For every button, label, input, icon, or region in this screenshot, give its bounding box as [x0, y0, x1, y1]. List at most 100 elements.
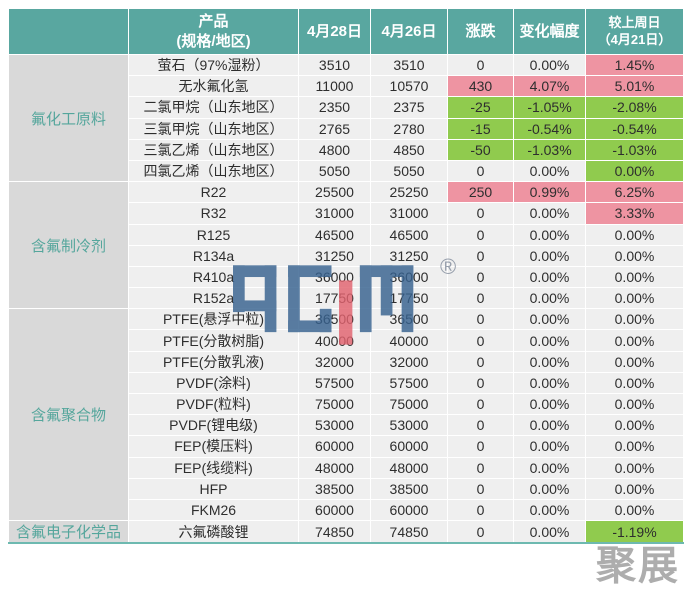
- change-pct-cell: -0.54%: [513, 117, 586, 140]
- price-apr28-cell: 17750: [298, 287, 371, 310]
- vs-last-sunday-cell: 0.00%: [585, 350, 684, 373]
- product-cell: PTFE(悬浮中粒): [128, 308, 299, 331]
- category-cell: 含氟聚合物: [8, 308, 129, 522]
- price-apr26-cell: 74850: [370, 520, 448, 545]
- vs-last-sunday-cell: 0.00%: [585, 287, 684, 310]
- price-apr28-cell: 40000: [298, 329, 371, 352]
- change-pct-cell: 0.00%: [513, 520, 586, 545]
- vs-last-sunday-cell: 0.00%: [585, 244, 684, 267]
- vs-last-sunday-cell: 0.00%: [585, 477, 684, 500]
- product-cell: R125: [128, 223, 299, 246]
- table-row: 含氟聚合物 PTFE(悬浮中粒) 36500 36500 0 0.00% 0.00%: [8, 308, 684, 522]
- change-pct-cell: 0.00%: [513, 308, 586, 331]
- vs-last-sunday-cell: 0.00%: [585, 414, 684, 437]
- change-pct-cell: 0.00%: [513, 53, 586, 77]
- table-row: 含氟电子化学品 六氟磷酸锂 74850 74850 0 0.00% -1.19%: [8, 520, 684, 545]
- table-row: PVDF(锂电级) 53000 53000 0 0.00% 0.00%: [9, 414, 684, 437]
- product-cell: R22: [128, 181, 299, 204]
- vs-last-sunday-cell: -1.03%: [585, 138, 684, 161]
- change-cell: 0: [447, 287, 514, 310]
- change-cell: 0: [447, 456, 514, 479]
- change-pct-cell: 0.00%: [513, 159, 586, 183]
- col-header-product: 产品 (规格/地区): [128, 8, 299, 55]
- product-cell: 萤石（97%湿粉）: [128, 53, 299, 77]
- change-cell: 0: [447, 223, 514, 246]
- product-cell: PTFE(分散乳液): [128, 350, 299, 373]
- table-row: PTFE(分散乳液) 32000 32000 0 0.00% 0.00%: [9, 350, 684, 373]
- price-apr28-cell: 48000: [298, 456, 371, 479]
- category-cell: 含氟制冷剂: [8, 181, 129, 310]
- product-cell: PTFE(分散树脂): [128, 329, 299, 352]
- product-cell: 六氟磷酸锂: [128, 520, 299, 545]
- price-apr28-cell: 36500: [298, 308, 371, 331]
- price-apr26-cell: 60000: [370, 498, 448, 522]
- vs-last-sunday-cell: -1.19%: [585, 520, 684, 545]
- change-cell: 0: [447, 265, 514, 289]
- price-apr26-cell: 32000: [370, 350, 448, 373]
- price-apr28-cell: 3510: [298, 53, 371, 77]
- vs-last-sunday-cell: 0.00%: [585, 456, 684, 479]
- price-apr26-cell: 25250: [370, 181, 448, 204]
- change-pct-cell: 0.00%: [513, 244, 586, 267]
- price-apr26-cell: 75000: [370, 392, 448, 416]
- change-cell: 250: [447, 181, 514, 204]
- price-apr26-cell: 31250: [370, 244, 448, 267]
- price-apr28-cell: 36000: [298, 265, 371, 289]
- vs-last-sunday-cell: -0.54%: [585, 117, 684, 140]
- table-row: FEP(模压料) 60000 60000 0 0.00% 0.00%: [9, 435, 684, 458]
- category-cell: 含氟电子化学品: [8, 520, 129, 545]
- change-pct-cell: -1.05%: [513, 96, 586, 119]
- change-cell: 0: [447, 308, 514, 331]
- vs-last-sunday-cell: 0.00%: [585, 392, 684, 416]
- col-header-date-apr26: 4月26日: [370, 8, 448, 55]
- change-cell: 0: [447, 498, 514, 522]
- vs-last-sunday-cell: 0.00%: [585, 265, 684, 289]
- change-pct-cell: 0.00%: [513, 392, 586, 416]
- col-header-change: 涨跌: [447, 8, 514, 55]
- price-apr28-cell: 31000: [298, 202, 371, 225]
- col-header-week-line2: （4月21日）: [597, 31, 672, 47]
- price-apr28-cell: 2350: [298, 96, 371, 119]
- change-pct-cell: 0.00%: [513, 456, 586, 479]
- price-apr28-cell: 74850: [298, 520, 371, 545]
- product-cell: PVDF(粒料): [128, 392, 299, 416]
- product-cell: 三氯乙烯（山东地区）: [128, 138, 299, 161]
- product-cell: R134a: [128, 244, 299, 267]
- table-row: 三氯甲烷（山东地区） 2765 2780 -15 -0.54% -0.54%: [9, 117, 684, 140]
- change-cell: 0: [447, 53, 514, 77]
- change-pct-cell: 0.00%: [513, 414, 586, 437]
- change-pct-cell: 0.00%: [513, 202, 586, 225]
- price-apr28-cell: 4800: [298, 138, 371, 161]
- product-cell: R152a: [128, 287, 299, 310]
- price-apr26-cell: 36000: [370, 265, 448, 289]
- table-row: 四氯乙烯（山东地区） 5050 5050 0 0.00% 0.00%: [9, 159, 684, 183]
- change-cell: 0: [447, 202, 514, 225]
- change-cell: 0: [447, 520, 514, 545]
- price-apr26-cell: 10570: [370, 75, 448, 98]
- change-pct-cell: 0.00%: [513, 223, 586, 246]
- header-row: 产品 (规格/地区) 4月28日 4月26日 涨跌 变化幅度 较上周日 （4月2…: [8, 8, 684, 55]
- change-cell: -15: [447, 117, 514, 140]
- product-cell: HFP: [128, 477, 299, 500]
- price-apr28-cell: 46500: [298, 223, 371, 246]
- price-apr26-cell: 40000: [370, 329, 448, 352]
- vs-last-sunday-cell: 0.00%: [585, 435, 684, 458]
- change-cell: 0: [447, 350, 514, 373]
- change-cell: 0: [447, 414, 514, 437]
- col-header-vs-last-sunday: 较上周日 （4月21日）: [585, 8, 684, 55]
- table-row: PVDF(涂料) 57500 57500 0 0.00% 0.00%: [9, 371, 684, 395]
- price-apr26-cell: 31000: [370, 202, 448, 225]
- price-apr26-cell: 48000: [370, 456, 448, 479]
- change-pct-cell: 0.99%: [513, 181, 586, 204]
- vs-last-sunday-cell: 3.33%: [585, 202, 684, 225]
- table-row: PTFE(分散树脂) 40000 40000 0 0.00% 0.00%: [9, 329, 684, 352]
- product-cell: 三氯甲烷（山东地区）: [128, 117, 299, 140]
- col-header-week-line1: 较上周日: [608, 14, 661, 30]
- vs-last-sunday-cell: 1.45%: [585, 53, 684, 77]
- change-cell: 0: [447, 159, 514, 183]
- price-apr26-cell: 36500: [370, 308, 448, 331]
- vs-last-sunday-cell: 0.00%: [585, 329, 684, 352]
- change-cell: 0: [447, 329, 514, 352]
- price-apr26-cell: 38500: [370, 477, 448, 500]
- change-cell: 0: [447, 477, 514, 500]
